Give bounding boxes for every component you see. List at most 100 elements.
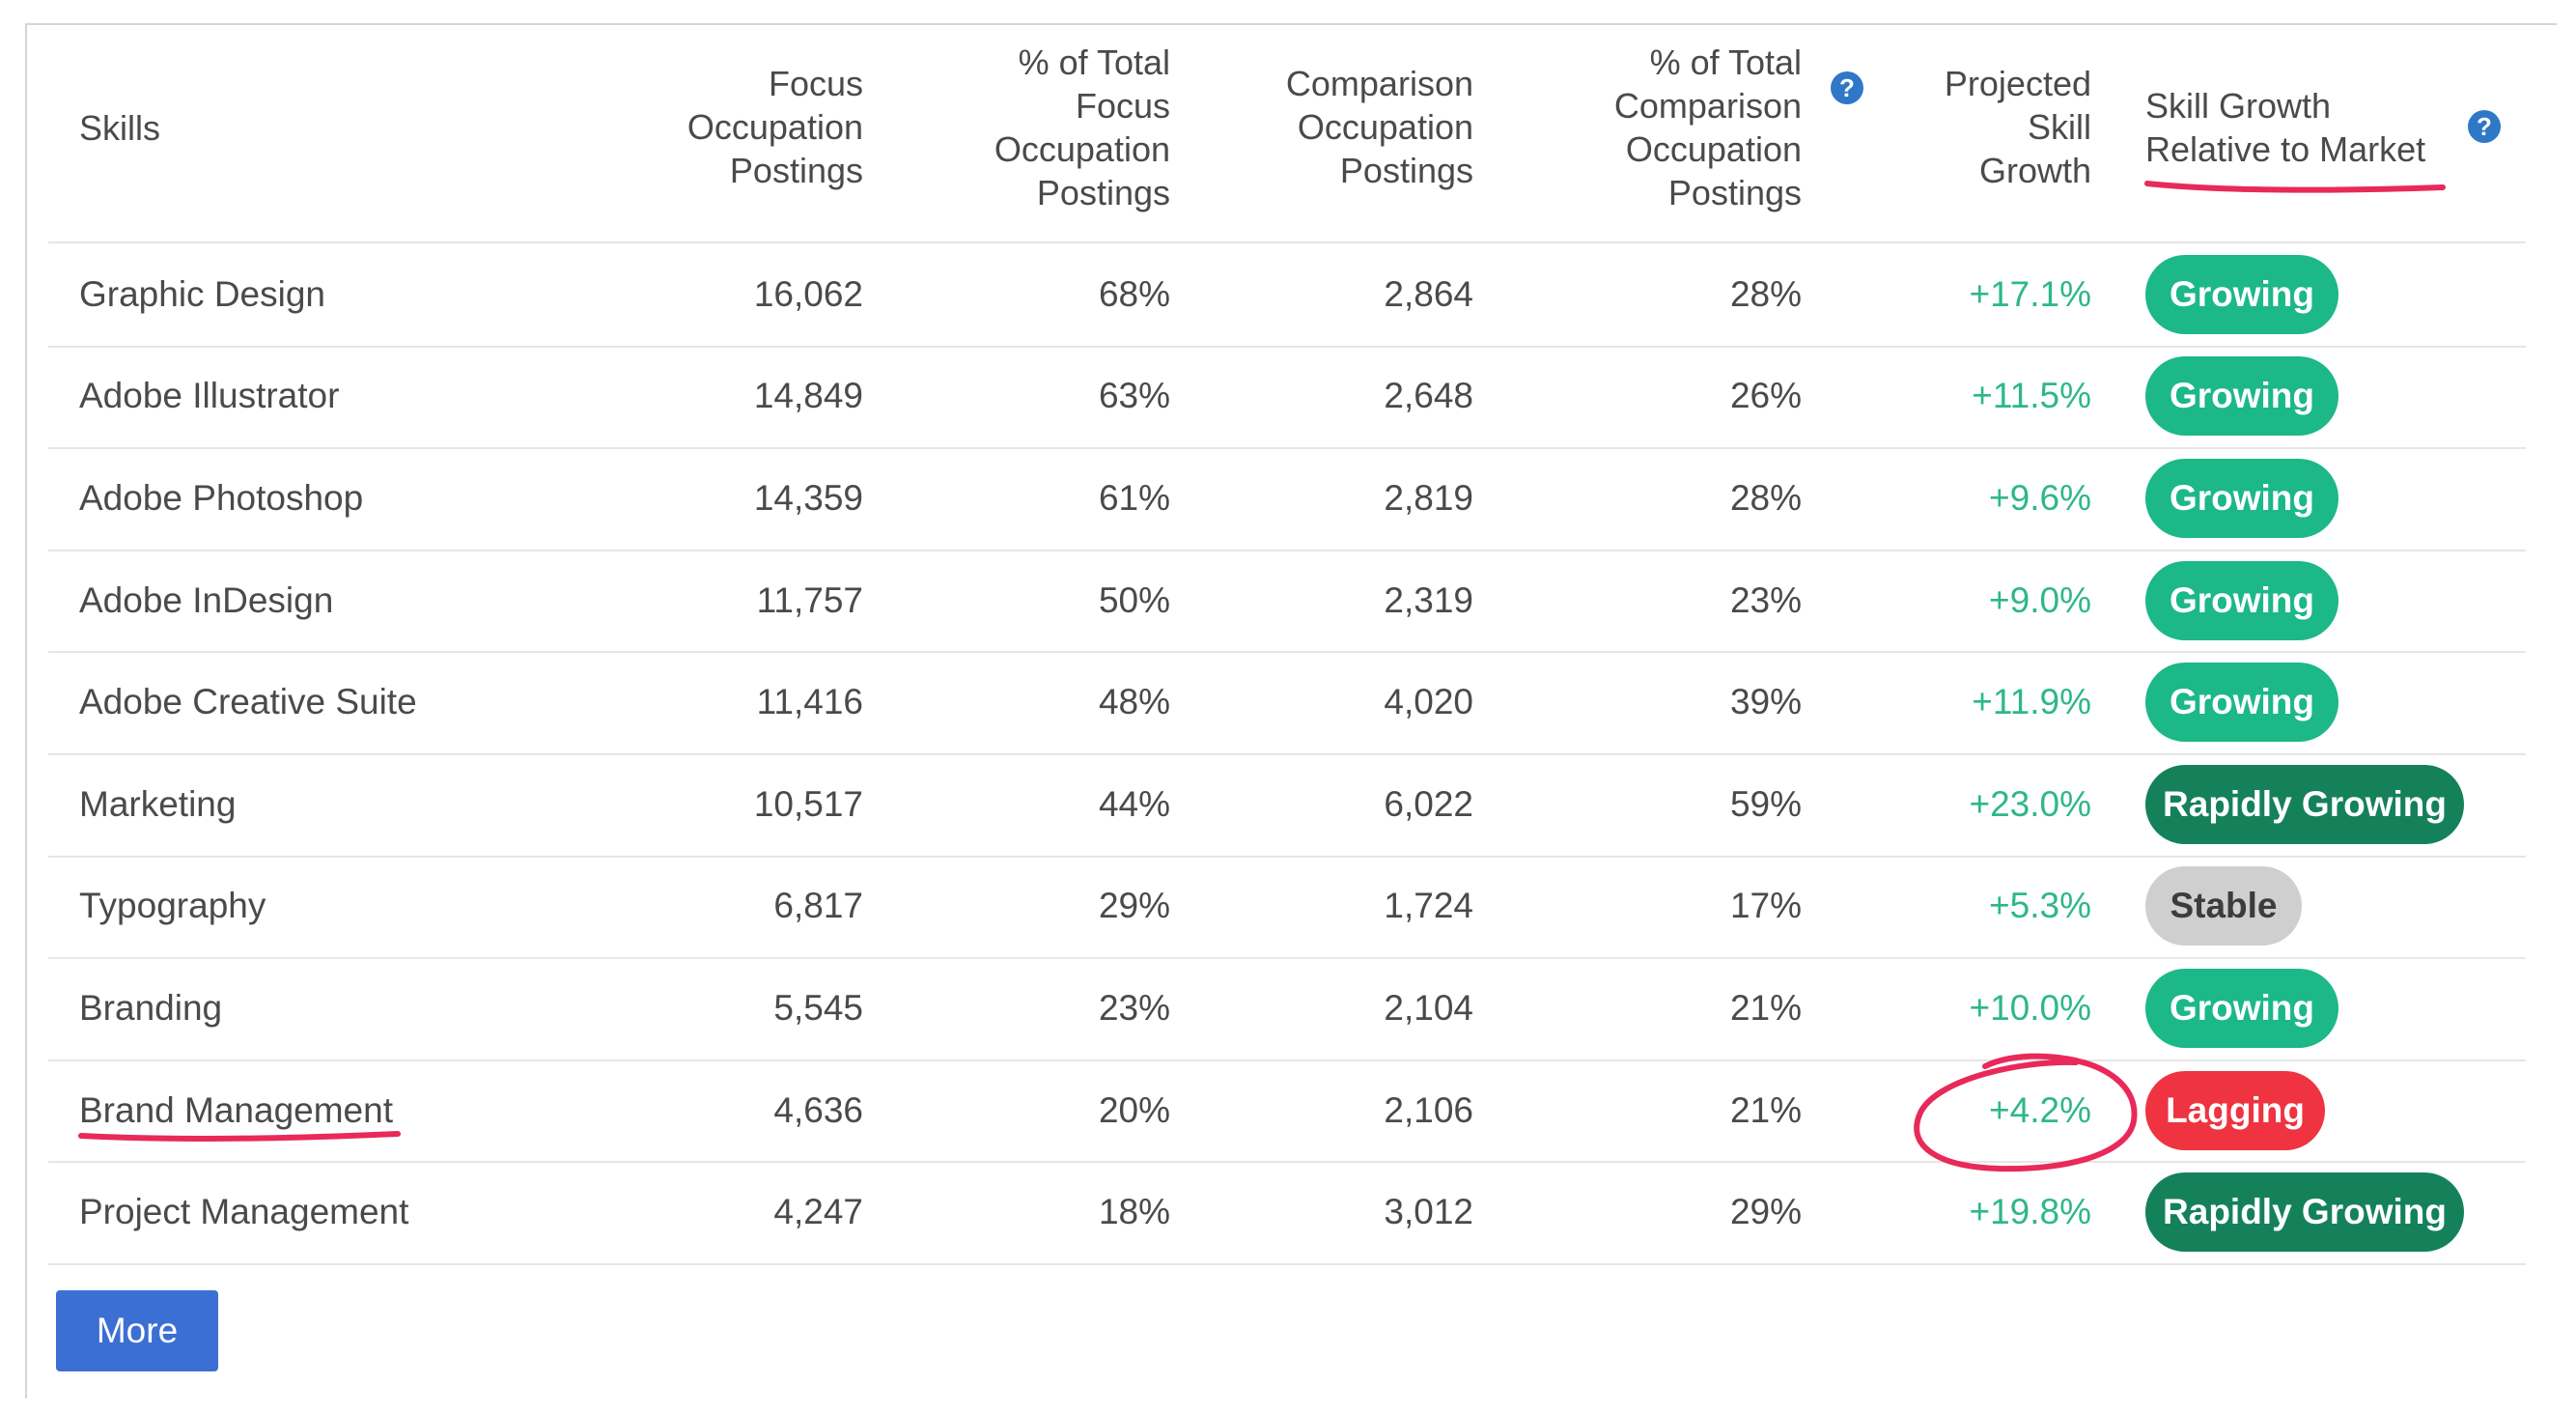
status-badge: Growing bbox=[2145, 254, 2338, 334]
cell-focus-postings: 14,849 bbox=[753, 376, 863, 416]
cell-focus-postings: 11,416 bbox=[756, 682, 863, 722]
cell-pct-comparison: 21% bbox=[1729, 988, 1802, 1028]
row-divider bbox=[48, 855, 2526, 858]
cell-pct-comparison: 26% bbox=[1729, 376, 1802, 416]
header-line: Skill bbox=[2027, 107, 2091, 147]
status-badge: Lagging bbox=[2145, 1070, 2325, 1150]
row-divider bbox=[48, 345, 2526, 348]
cell-pct-comparison: 17% bbox=[1729, 886, 1802, 926]
row-divider bbox=[48, 1059, 2526, 1061]
status-badge: Growing bbox=[2145, 969, 2338, 1048]
cell-pct-focus: 68% bbox=[1098, 273, 1170, 314]
more-button[interactable]: More bbox=[56, 1290, 218, 1371]
cell-pct-comparison: 28% bbox=[1729, 478, 1802, 518]
header-line: Postings bbox=[1339, 151, 1473, 190]
cell-pct-focus: 29% bbox=[1098, 886, 1170, 926]
cell-comparison-postings: 3,012 bbox=[1384, 1192, 1473, 1232]
cell-projected-growth: +5.3% bbox=[1989, 886, 2091, 926]
header-line: Postings bbox=[729, 151, 863, 190]
cell-skill: Typography bbox=[79, 886, 266, 926]
cell-skill: Adobe Creative Suite bbox=[79, 682, 417, 722]
header-line: % of Total bbox=[1649, 42, 1802, 82]
header-line: Occupation bbox=[1625, 129, 1802, 169]
cell-projected-growth: +17.1% bbox=[1969, 273, 2091, 314]
status-badge: Rapidly Growing bbox=[2145, 764, 2464, 844]
header-projected-growth: Projected Skill Growth bbox=[1863, 62, 2091, 192]
status-badge: Growing bbox=[2145, 560, 2338, 640]
cell-skill: Project Management bbox=[79, 1192, 409, 1232]
cell-skill: Marketing bbox=[79, 783, 237, 824]
cell-pct-focus: 63% bbox=[1098, 376, 1170, 416]
header-skills: Skills bbox=[79, 106, 160, 150]
header-divider bbox=[48, 241, 2526, 243]
row-divider bbox=[48, 549, 2526, 551]
cell-pct-focus: 50% bbox=[1098, 579, 1170, 620]
cell-projected-growth: +9.6% bbox=[1989, 478, 2091, 518]
cell-pct-focus: 44% bbox=[1098, 783, 1170, 824]
cell-pct-focus: 23% bbox=[1098, 988, 1170, 1028]
row-divider bbox=[48, 651, 2526, 654]
cell-focus-postings: 4,247 bbox=[773, 1192, 863, 1232]
row-divider bbox=[48, 753, 2526, 755]
row-divider bbox=[48, 1161, 2526, 1164]
header-skills-label: Skills bbox=[79, 108, 161, 148]
header-line: Skill Growth bbox=[2145, 86, 2332, 126]
cell-pct-comparison: 39% bbox=[1729, 682, 1802, 722]
row-divider bbox=[48, 957, 2526, 960]
header-line: Projected bbox=[1944, 64, 2091, 103]
header-line: % of Total bbox=[1018, 42, 1170, 82]
header-line: Occupation bbox=[994, 129, 1170, 169]
help-icon[interactable]: ? bbox=[1831, 71, 1863, 104]
cell-comparison-postings: 2,104 bbox=[1384, 988, 1473, 1028]
header-line: Focus bbox=[1075, 86, 1170, 126]
cell-focus-postings: 14,359 bbox=[753, 478, 863, 518]
header-pct-comparison: % of Total Comparison Occupation Posting… bbox=[1506, 41, 1802, 214]
header-line: Growth bbox=[1978, 151, 2091, 190]
cell-focus-postings: 10,517 bbox=[753, 783, 863, 824]
cell-focus-postings: 4,636 bbox=[773, 1089, 863, 1130]
header-line: Postings bbox=[1667, 173, 1802, 212]
cell-focus-postings: 16,062 bbox=[753, 273, 863, 314]
header-pct-focus: % of Total Focus Occupation Postings bbox=[888, 41, 1170, 214]
header-line: Focus bbox=[768, 64, 863, 103]
cell-comparison-postings: 2,819 bbox=[1384, 478, 1473, 518]
header-comparison-postings: Comparison Occupation Postings bbox=[1197, 62, 1473, 192]
cell-skill: Branding bbox=[79, 988, 223, 1028]
status-badge: Growing bbox=[2145, 459, 2338, 538]
cell-skill: Adobe Photoshop bbox=[79, 478, 364, 518]
cell-pct-focus: 18% bbox=[1098, 1192, 1170, 1232]
cell-pct-focus: 61% bbox=[1098, 478, 1170, 518]
cell-pct-comparison: 29% bbox=[1729, 1192, 1802, 1232]
cell-skill: Graphic Design bbox=[79, 273, 326, 314]
cell-projected-growth: +23.0% bbox=[1969, 783, 2091, 824]
header-line: Comparison bbox=[1285, 64, 1473, 103]
cell-focus-postings: 11,757 bbox=[756, 579, 863, 620]
cell-projected-growth: +9.0% bbox=[1989, 579, 2091, 620]
header-line: Relative to Market bbox=[2145, 129, 2426, 169]
cell-focus-postings: 5,545 bbox=[773, 988, 863, 1028]
header-line: Comparison bbox=[1613, 86, 1802, 126]
cell-projected-growth: +4.2% bbox=[1989, 1089, 2091, 1130]
cell-comparison-postings: 2,106 bbox=[1384, 1089, 1473, 1130]
cell-projected-growth: +10.0% bbox=[1969, 988, 2091, 1028]
cell-comparison-postings: 1,724 bbox=[1384, 886, 1473, 926]
cell-projected-growth: +11.5% bbox=[1972, 376, 2091, 416]
cell-pct-comparison: 21% bbox=[1729, 1089, 1802, 1130]
cell-comparison-postings: 2,319 bbox=[1384, 579, 1473, 620]
row-divider bbox=[48, 447, 2526, 450]
header-focus-postings: Focus Occupation Postings bbox=[579, 62, 863, 192]
cell-comparison-postings: 2,648 bbox=[1384, 376, 1473, 416]
cell-projected-growth: +19.8% bbox=[1969, 1192, 2091, 1232]
cell-focus-postings: 6,817 bbox=[773, 886, 863, 926]
cell-comparison-postings: 2,864 bbox=[1384, 273, 1473, 314]
status-badge: Growing bbox=[2145, 663, 2338, 743]
row-divider bbox=[48, 1263, 2526, 1265]
cell-skill: Adobe InDesign bbox=[79, 579, 334, 620]
cell-pct-comparison: 23% bbox=[1729, 579, 1802, 620]
status-badge: Rapidly Growing bbox=[2145, 1172, 2464, 1253]
help-icon[interactable]: ? bbox=[2468, 110, 2501, 143]
header-line: Occupation bbox=[686, 107, 863, 147]
header-relative-growth: Skill Growth Relative to Market bbox=[2145, 84, 2425, 171]
cell-skill: Brand Management bbox=[79, 1089, 393, 1130]
cell-pct-focus: 48% bbox=[1098, 682, 1170, 722]
